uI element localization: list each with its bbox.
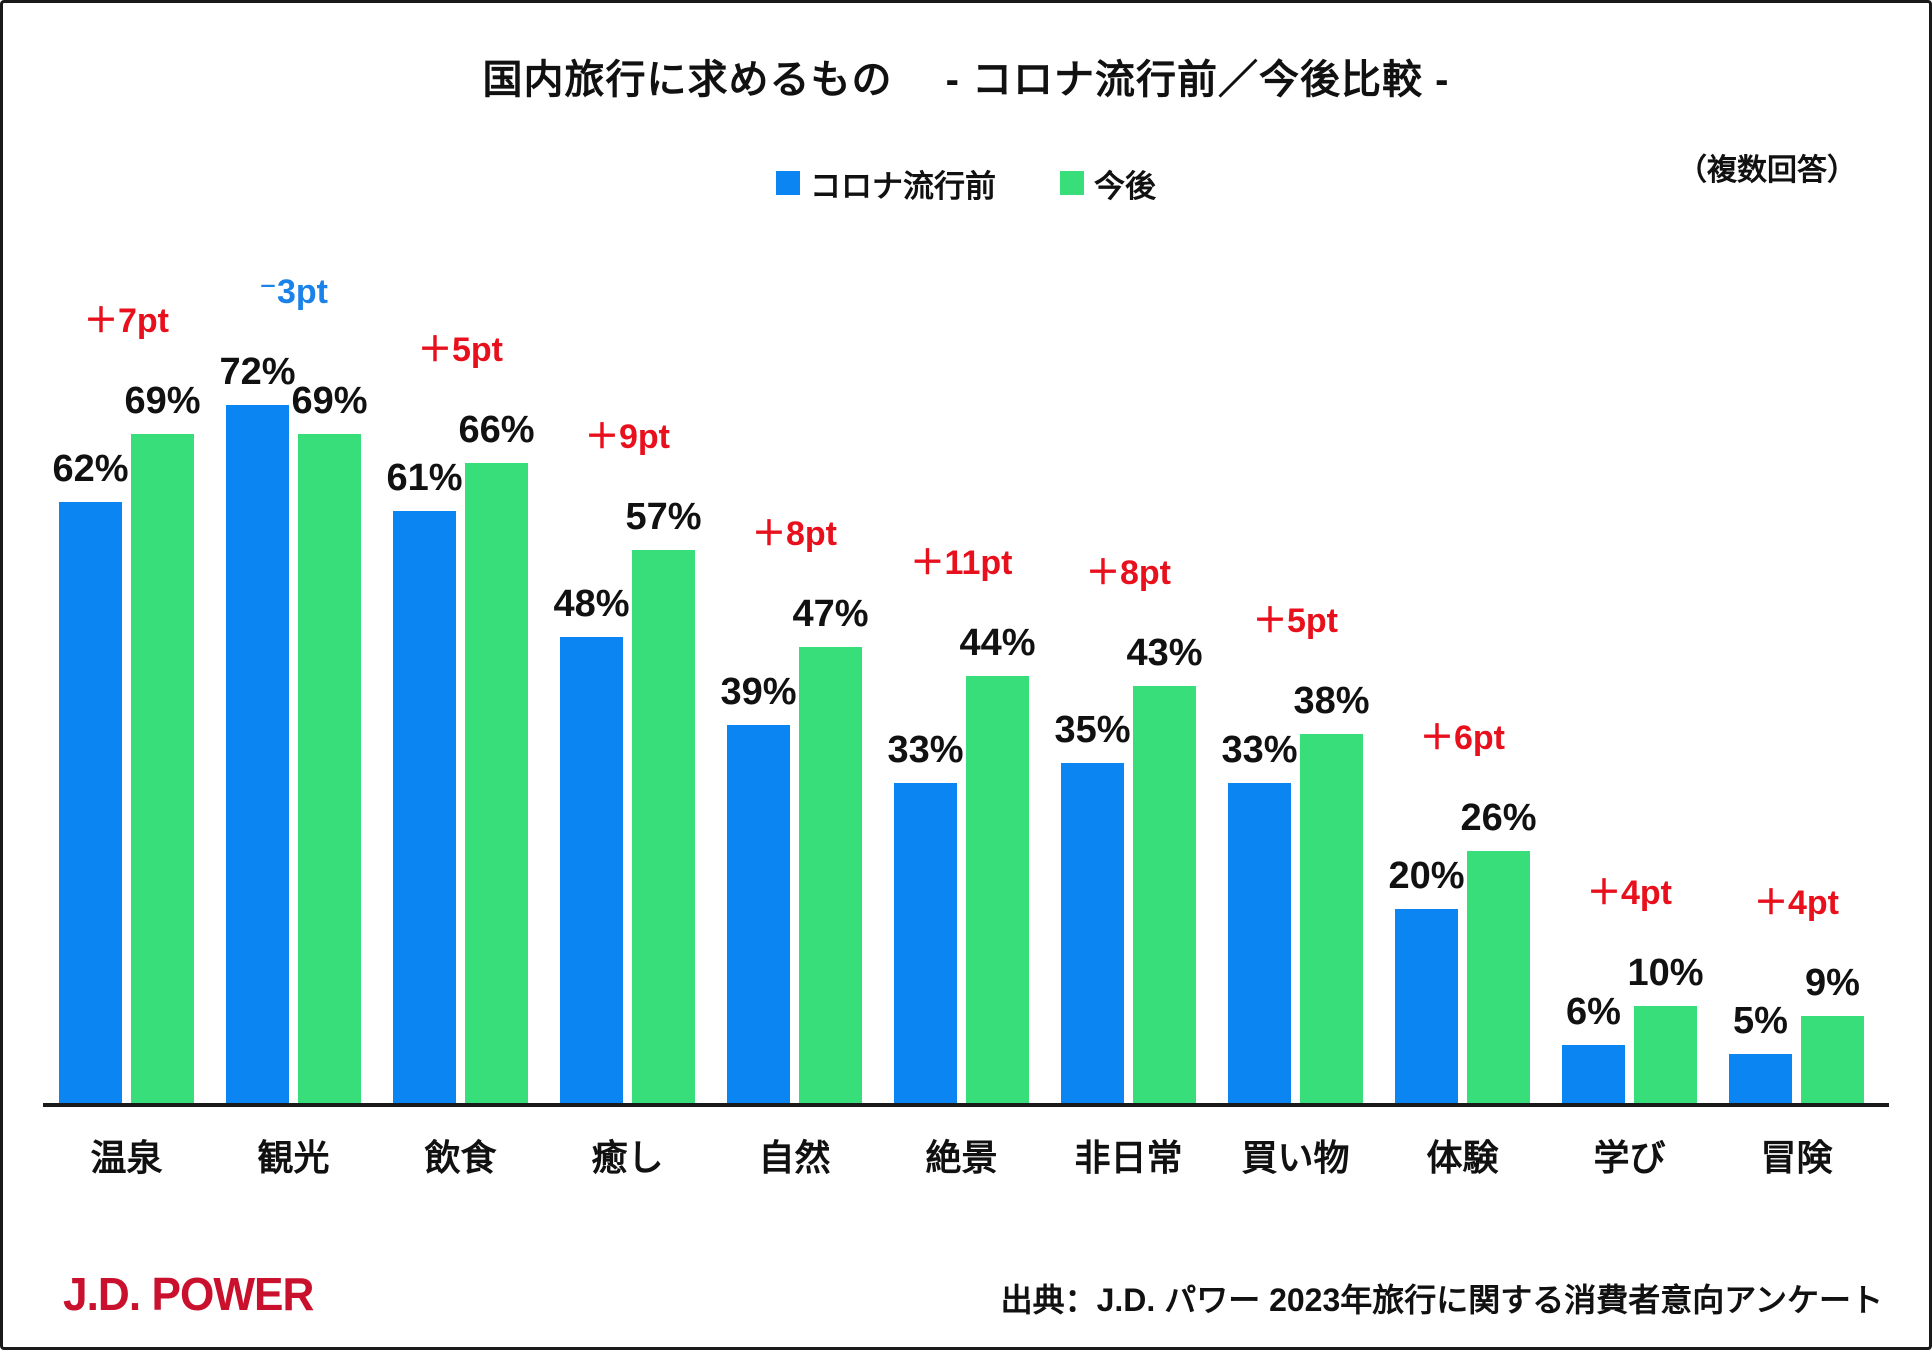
category-label-買い物: 買い物 <box>1241 1137 1350 1178</box>
value-label-post-観光: 69% <box>291 380 368 422</box>
legend-marker-post-icon <box>1060 171 1084 195</box>
diff-label-自然: ＋8pt <box>752 515 837 553</box>
diff-label-冒険: ＋4pt <box>1754 884 1839 922</box>
category-label-観光: 観光 <box>257 1137 330 1178</box>
value-label-pre-絶景: 33% <box>887 729 964 771</box>
legend-row: コロナ流行前 今後 （複数回答） <box>3 154 1929 205</box>
diff-label-絶景: ＋11pt <box>910 544 1013 582</box>
diff-label-非日常: ＋8pt <box>1086 554 1171 592</box>
bar-pre-学び <box>1562 1045 1625 1103</box>
bar-group-体験: 20% 26% ＋6pt <box>1379 291 1546 1103</box>
bar-group-絶景: 33% 44% ＋11pt <box>878 291 1045 1103</box>
value-label-post-体験: 26% <box>1460 797 1537 839</box>
diff-label-観光: ⁻3pt <box>259 273 328 311</box>
value-label-pre-温泉: 62% <box>52 448 129 490</box>
footer: J.D. POWER 出典：J.D. パワー 2023年旅行に関する消費者意向ア… <box>3 1267 1929 1321</box>
bar-post-飲食 <box>465 463 528 1103</box>
bar-pre-冒険 <box>1729 1054 1792 1103</box>
category-label-冒険: 冒険 <box>1760 1137 1833 1178</box>
diff-label-癒し: ＋9pt <box>585 418 670 456</box>
plot-area: 62% 69% ＋7pt 72% 69% ⁻3pt 61% 66% ＋5pt 48% 57% ＋9pt… <box>43 275 1889 1107</box>
legend-label-pre: コロナ流行前 <box>810 168 996 204</box>
bar-post-買い物 <box>1300 734 1363 1103</box>
bar-pre-温泉 <box>59 502 122 1103</box>
bar-group-冒険: 5% 9% ＋4pt <box>1713 291 1880 1103</box>
value-label-pre-学び: 6% <box>1566 991 1621 1033</box>
diff-label-飲食: ＋5pt <box>418 331 503 369</box>
value-label-post-絶景: 44% <box>959 622 1036 664</box>
bar-post-絶景 <box>966 676 1029 1103</box>
bar-pre-体験 <box>1395 909 1458 1103</box>
diff-label-学び: ＋4pt <box>1587 874 1672 912</box>
category-label-飲食: 飲食 <box>424 1137 497 1178</box>
legend-item-post: 今後 <box>1060 161 1156 206</box>
chart-title: 国内旅行に求めるもの - コロナ流行前／今後比較 - <box>482 58 1450 102</box>
bar-post-温泉 <box>131 434 194 1103</box>
legend-item-pre: コロナ流行前 <box>776 161 996 206</box>
bar-post-癒し <box>632 550 695 1103</box>
value-label-pre-非日常: 35% <box>1054 709 1131 751</box>
bar-post-体験 <box>1467 851 1530 1103</box>
category-label-非日常: 非日常 <box>1074 1137 1183 1178</box>
bar-post-自然 <box>799 647 862 1103</box>
category-label-体験: 体験 <box>1426 1137 1499 1178</box>
bar-pre-買い物 <box>1228 783 1291 1103</box>
category-label-自然: 自然 <box>758 1137 831 1178</box>
multiple-answers-note: （複数回答） <box>1677 154 1857 187</box>
bar-group-飲食: 61% 66% ＋5pt <box>377 291 544 1103</box>
bar-group-観光: 72% 69% ⁻3pt <box>210 275 377 1103</box>
value-label-pre-飲食: 61% <box>386 457 463 499</box>
value-label-pre-自然: 39% <box>720 671 797 713</box>
source-text: 出典：J.D. パワー 2023年旅行に関する消費者意向アンケート <box>1000 1282 1883 1318</box>
legend-marker-pre-icon <box>776 171 800 195</box>
value-label-post-温泉: 69% <box>124 380 201 422</box>
bar-post-学び <box>1634 1006 1697 1103</box>
value-label-post-学び: 10% <box>1627 952 1704 994</box>
bar-post-観光 <box>298 434 361 1103</box>
legend: コロナ流行前 今後 <box>3 161 1929 205</box>
bar-pre-自然 <box>727 725 790 1103</box>
bar-post-非日常 <box>1133 686 1196 1103</box>
value-label-post-飲食: 66% <box>458 409 535 451</box>
value-label-post-冒険: 9% <box>1805 962 1860 1004</box>
value-label-pre-癒し: 48% <box>553 583 630 625</box>
bar-group-癒し: 48% 57% ＋9pt <box>544 291 711 1103</box>
jdpower-logo: J.D. POWER <box>63 1268 314 1320</box>
category-axis: 温泉 観光 飲食 癒し 自然 絶景 非日常 買い物 体験 学び 冒険 <box>43 1129 1889 1181</box>
bar-group-学び: 6% 10% ＋4pt <box>1546 291 1713 1103</box>
bar-pre-絶景 <box>894 783 957 1103</box>
category-label-学び: 学び <box>1593 1137 1666 1178</box>
category-label-温泉: 温泉 <box>90 1137 163 1178</box>
diff-label-温泉: ＋7pt <box>84 302 169 340</box>
bar-pre-飲食 <box>393 511 456 1103</box>
bar-group-温泉: 62% 69% ＋7pt <box>43 291 210 1103</box>
value-label-pre-買い物: 33% <box>1221 729 1298 771</box>
value-label-pre-冒険: 5% <box>1733 1000 1788 1042</box>
bar-group-自然: 39% 47% ＋8pt <box>711 291 878 1103</box>
category-label-絶景: 絶景 <box>925 1137 998 1178</box>
bar-pre-観光 <box>226 405 289 1103</box>
value-label-pre-観光: 72% <box>219 351 296 393</box>
diff-label-買い物: ＋5pt <box>1253 602 1338 640</box>
bar-pre-非日常 <box>1061 763 1124 1103</box>
bar-pre-癒し <box>560 637 623 1103</box>
legend-label-post: 今後 <box>1094 168 1156 204</box>
value-label-post-買い物: 38% <box>1293 680 1370 722</box>
value-label-pre-体験: 20% <box>1388 855 1465 897</box>
bar-post-冒険 <box>1801 1016 1864 1103</box>
category-label-癒し: 癒し <box>591 1137 664 1178</box>
value-label-post-自然: 47% <box>792 593 869 635</box>
diff-label-体験: ＋6pt <box>1420 719 1505 757</box>
bar-group-非日常: 35% 43% ＋8pt <box>1045 291 1212 1103</box>
value-label-post-非日常: 43% <box>1126 632 1203 674</box>
value-label-post-癒し: 57% <box>625 496 702 538</box>
bar-group-買い物: 33% 38% ＋5pt <box>1212 291 1379 1103</box>
